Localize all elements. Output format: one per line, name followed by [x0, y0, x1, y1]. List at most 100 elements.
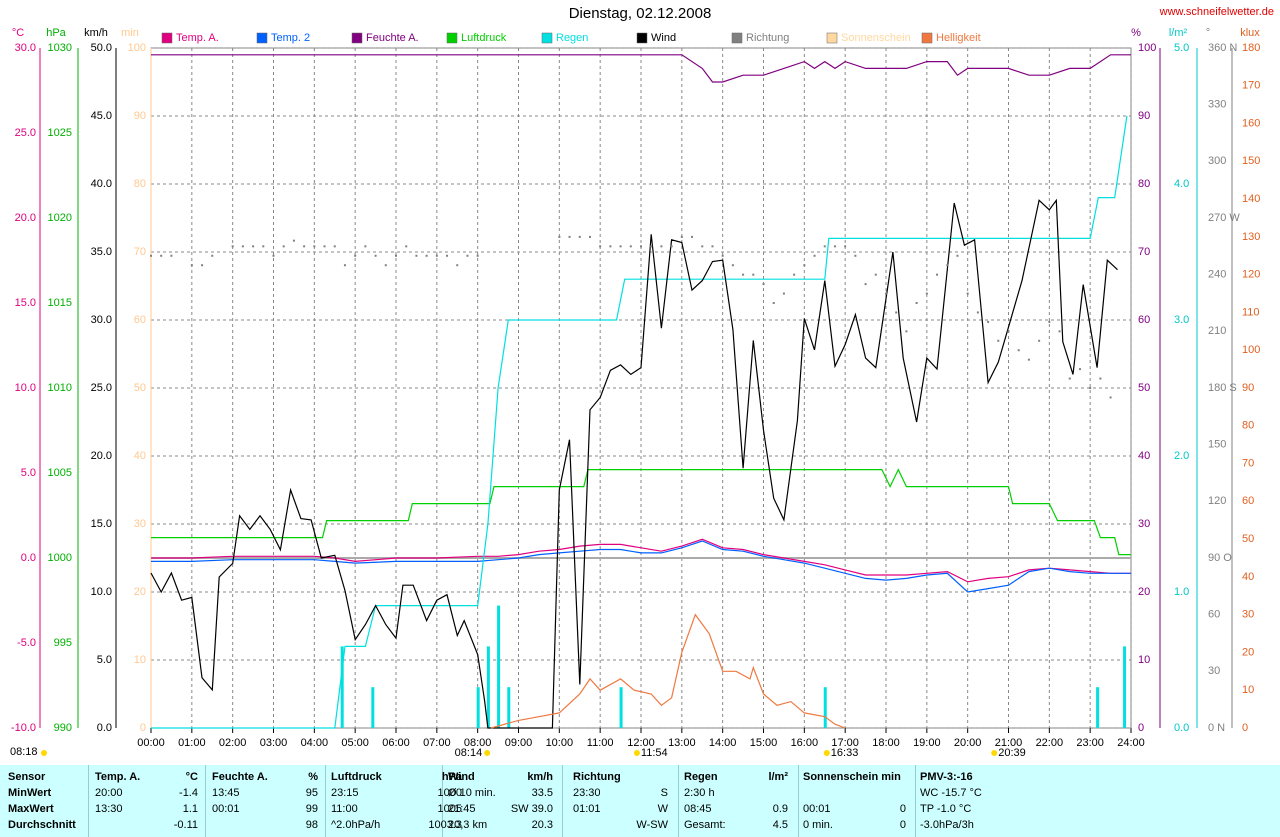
table-header: Sensor [8, 771, 46, 783]
direction-dot [680, 235, 683, 238]
legend-swatch [731, 32, 743, 44]
direction-dot [354, 254, 357, 257]
y-tick-label: 5.0 [1174, 42, 1189, 54]
rain-bar [486, 646, 490, 728]
y-tick-label: 1.0 [1174, 586, 1189, 598]
table-cell: -0.11 [173, 819, 198, 831]
direction-dot [252, 245, 255, 248]
direction-dot [303, 245, 306, 248]
y-tick-label: 100 [128, 42, 146, 54]
series-line [151, 115, 1128, 729]
legend-label: Regen [556, 32, 588, 44]
table-divider [205, 765, 206, 837]
table-cell: 23:30 [573, 787, 601, 799]
table-cell: Gesamt: [684, 819, 726, 831]
y-tick-label: 1025 [48, 127, 72, 139]
table-divider [325, 765, 326, 837]
y-tick-label: 20 [1242, 646, 1254, 658]
axis-unit: l/m² [1169, 27, 1188, 39]
series-line [151, 538, 1131, 583]
table-cell: S [660, 787, 668, 799]
rain-bar [823, 687, 827, 728]
y-tick-label: 30 [1242, 609, 1254, 621]
direction-dot [742, 273, 745, 276]
axis-unit: % [1131, 27, 1141, 39]
table-cell: W-SW [636, 819, 668, 831]
direction-dot [772, 302, 775, 304]
x-tick-label: 20:00 [954, 737, 982, 749]
event-icon [633, 750, 640, 756]
y-tick-label: 210 [1208, 325, 1226, 337]
y-tick-label: 90 O [1208, 552, 1232, 564]
y-tick-label: 10 [134, 654, 146, 666]
legend-label: Luftdruck [461, 32, 507, 44]
y-tick-label: 1030 [48, 42, 72, 54]
y-tick-label: 60 [134, 314, 146, 326]
x-tick-label: 10:00 [546, 737, 574, 749]
table-cell: 11:00 [331, 803, 358, 815]
table-cell: 1.1 [182, 803, 198, 815]
direction-dot [170, 254, 173, 257]
direction-dot [1048, 320, 1051, 323]
y-tick-label: 40.0 [91, 178, 112, 190]
direction-dot [660, 245, 663, 248]
axis-unit: °C [12, 27, 24, 39]
x-tick-label: 15:00 [750, 737, 778, 749]
y-tick-label: 15.0 [91, 518, 112, 530]
table-header: % [308, 771, 318, 783]
direction-dot [599, 245, 602, 248]
table-divider [442, 765, 443, 837]
table-cell: 1003.3 [428, 819, 462, 831]
x-tick-label: 01:00 [178, 737, 206, 749]
event-label: 20:39 [998, 747, 1026, 759]
x-tick-label: 09:00 [505, 737, 533, 749]
y-tick-label: 90 [134, 110, 146, 122]
y-tick-label: 330 [1208, 99, 1226, 111]
y-tick-label: 4.0 [1174, 178, 1189, 190]
rain-bar [507, 687, 511, 728]
table-cell: W [657, 803, 668, 815]
direction-dot [241, 245, 244, 248]
direction-dot [670, 245, 673, 248]
y-tick-label: 160 [1242, 117, 1260, 129]
axis-unit: klux [1240, 27, 1260, 39]
direction-dot [629, 245, 632, 248]
series-line [150, 198, 1118, 729]
direction-dot [201, 264, 204, 267]
axis-unit: min [121, 27, 139, 39]
legend-label: Helligkeit [936, 32, 981, 44]
legend-label: Temp. 2 [271, 32, 310, 44]
table-cell: 4.5 [772, 819, 788, 831]
y-tick-label: 60 [1208, 609, 1220, 621]
direction-dot [446, 254, 449, 257]
direction-dot [343, 264, 346, 267]
legend-swatch [541, 32, 553, 44]
y-tick-label: 0.0 [1174, 722, 1189, 734]
table-header: Richtung [573, 771, 621, 783]
direction-dot [762, 283, 765, 286]
direction-dot [956, 254, 959, 257]
y-tick-label: 50 [1242, 533, 1254, 545]
table-header: hPa [441, 771, 462, 783]
y-tick-label: 40 [1242, 571, 1254, 583]
table-header: Regen [684, 771, 718, 783]
y-tick-label: 120 [1208, 495, 1226, 507]
table-cell: SW 39.0 [510, 803, 553, 815]
y-tick-label: 50 [1138, 382, 1150, 394]
y-tick-label: 300 [1208, 155, 1226, 167]
table-header: Sonnenschein min [803, 771, 901, 783]
event-icon [823, 750, 830, 756]
x-tick-label: 06:00 [382, 737, 410, 749]
y-tick-label: 50 [134, 382, 146, 394]
y-tick-label: 995 [54, 637, 72, 649]
chart-title: Dienstag, 02.12.2008 [569, 5, 712, 22]
y-tick-label: 60 [1138, 314, 1150, 326]
y-tick-label: 150 [1242, 155, 1260, 167]
direction-dot [150, 254, 152, 257]
direction-dot [793, 273, 796, 276]
direction-dot [395, 254, 397, 257]
series-line [490, 613, 846, 729]
direction-dot [405, 245, 408, 248]
table-cell: 20:00 [95, 787, 123, 799]
table-cell: 13:30 [95, 803, 123, 815]
